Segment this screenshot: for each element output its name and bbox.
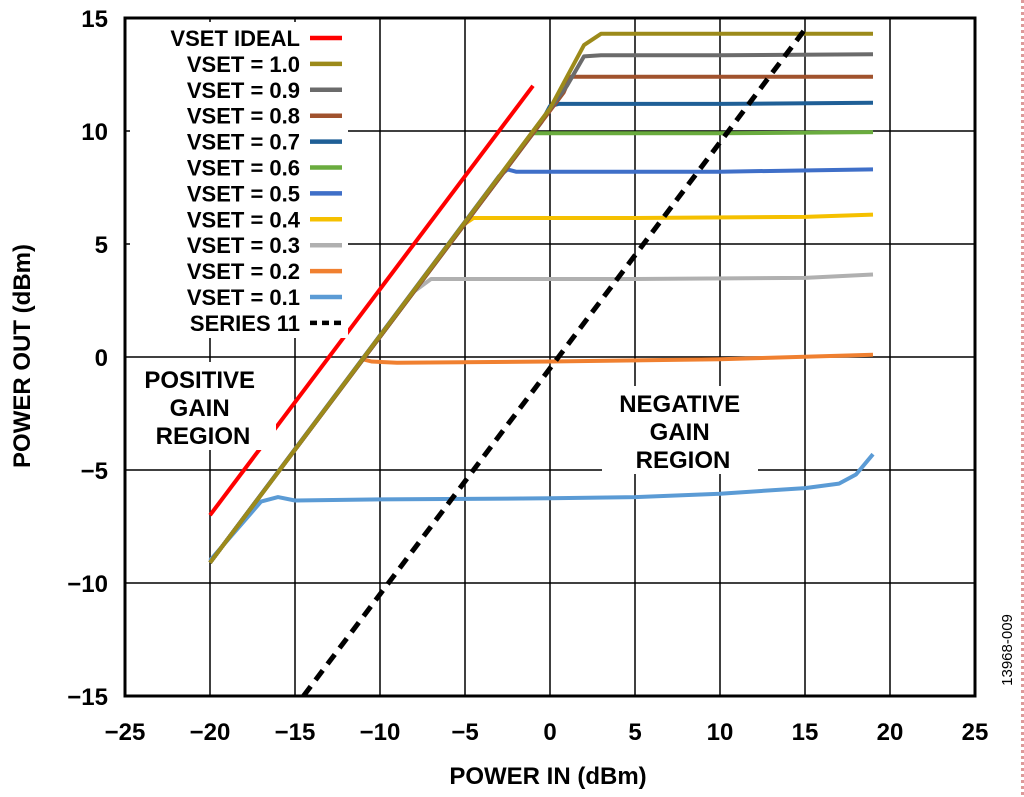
legend-label: VSET = 0.9: [187, 78, 300, 103]
positive-region-bg: [130, 362, 276, 450]
y-tick-label: 15: [81, 6, 108, 33]
series-line: [208, 31, 873, 564]
legend-label: VSET = 0.4: [187, 207, 301, 232]
x-tick-label: 25: [962, 719, 989, 746]
legend-bg: [130, 22, 348, 338]
x-tick-label: −5: [451, 719, 478, 746]
y-tick-label: 10: [81, 119, 108, 146]
x-tick-label: 0: [543, 719, 556, 746]
negative-region-label: NEGATIVE GAIN REGION: [619, 391, 747, 474]
legend-label: VSET = 0.7: [187, 130, 300, 155]
y-tick-label: −5: [81, 458, 108, 485]
y-tick-label: 5: [95, 232, 108, 259]
plot-frame: [123, 16, 977, 698]
x-tick-label: −10: [360, 719, 401, 746]
legend-label: VSET = 0.1: [187, 285, 300, 310]
x-tick-label: 15: [792, 719, 819, 746]
x-tick-label: 20: [877, 719, 904, 746]
positive-region-label: POSITIVE GAIN REGION: [144, 367, 261, 450]
x-tick-label: 10: [707, 719, 734, 746]
x-tick-label: −15: [275, 719, 316, 746]
legend-label: VSET = 0.6: [187, 156, 300, 181]
x-tick-label: −25: [105, 719, 146, 746]
negative-region-bg: [602, 386, 758, 474]
y-tick-label: −15: [67, 684, 108, 711]
x-axis-label: POWER IN (dBm): [449, 763, 646, 790]
legend-label: VSET = 0.3: [187, 233, 300, 258]
legend-label: VSET = 0.8: [187, 104, 300, 129]
figure-id: 13968-009: [999, 614, 1016, 686]
legend-label: VSET = 0.2: [187, 259, 300, 284]
legend-label: VSET = 0.5: [187, 181, 300, 206]
y-tick-label: −10: [67, 571, 108, 598]
legend-label: SERIES 11: [190, 311, 300, 336]
x-tick-label: 5: [628, 719, 641, 746]
series-layer: [208, 27, 875, 698]
series-line: [208, 452, 875, 562]
y-axis-label: POWER OUT (dBm): [9, 244, 36, 468]
page-edge: [1021, 0, 1024, 797]
legend-label: VSET IDEAL: [170, 26, 300, 51]
legend-label: VSET = 1.0: [187, 52, 300, 77]
tick-labels: −25 −20 −15 −10 −5 0 5 10 15 20 25 −15 −10 −5 0 5 10 15: [67, 6, 988, 746]
y-tick-label: 0: [95, 345, 108, 372]
x-tick-label: −20: [190, 719, 231, 746]
